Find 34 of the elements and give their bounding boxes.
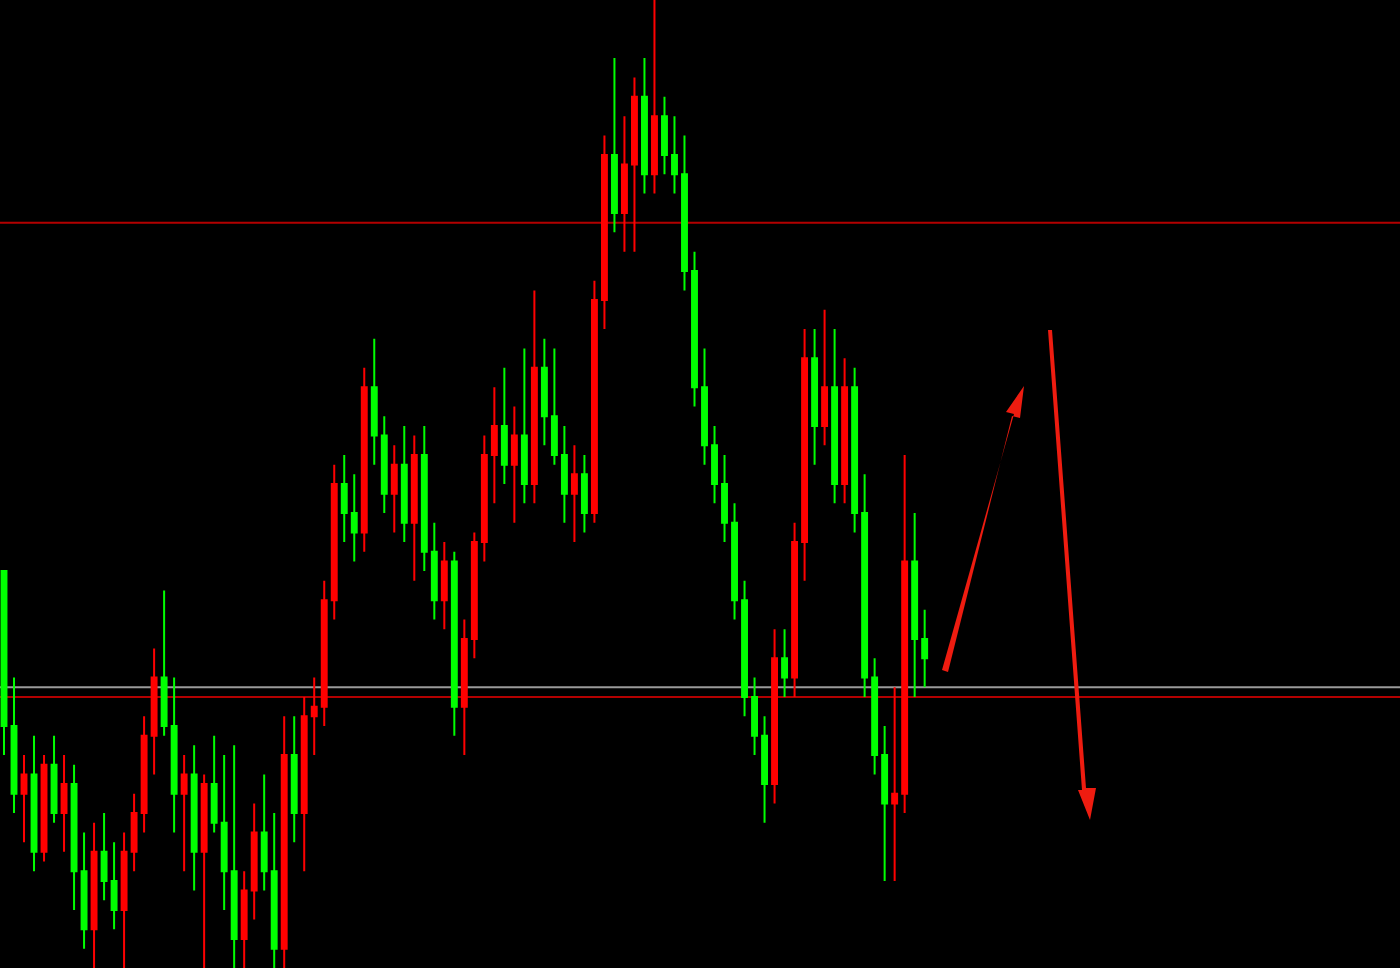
- candlestick: [10, 676, 18, 815]
- candlestick: [580, 453, 588, 534]
- candlestick: [50, 734, 58, 824]
- candlestick: [30, 734, 38, 873]
- candlestick: [781, 628, 789, 698]
- candlestick: [40, 754, 48, 863]
- candlestick: [520, 347, 528, 505]
- candlestick: [280, 715, 288, 968]
- candlestick: [510, 405, 518, 524]
- candlestick: [841, 357, 849, 505]
- candlestick: [290, 715, 298, 844]
- candlestick: [0, 570, 8, 757]
- candlestick: [190, 744, 198, 892]
- candlestick: [570, 444, 578, 544]
- candlestick: [90, 821, 98, 968]
- candlestick: [530, 289, 538, 505]
- candlestick: [20, 754, 28, 844]
- candlestick: [811, 328, 819, 466]
- candlestick: [400, 424, 408, 544]
- candlestick: [200, 773, 208, 968]
- candlestick: [610, 57, 618, 234]
- candlestick: [60, 754, 68, 853]
- candlestick: [390, 444, 398, 534]
- candlestick: [641, 57, 648, 195]
- candlestick: [500, 366, 508, 485]
- candlestick: [831, 328, 839, 505]
- candlestick: [180, 754, 188, 873]
- candlestick: [450, 550, 458, 737]
- candlestick: [410, 434, 418, 582]
- candlestick: [651, 0, 658, 195]
- candlestick: [771, 628, 778, 805]
- candlestick: [440, 541, 448, 631]
- candlestick: [360, 366, 368, 553]
- candlestick: [821, 308, 829, 447]
